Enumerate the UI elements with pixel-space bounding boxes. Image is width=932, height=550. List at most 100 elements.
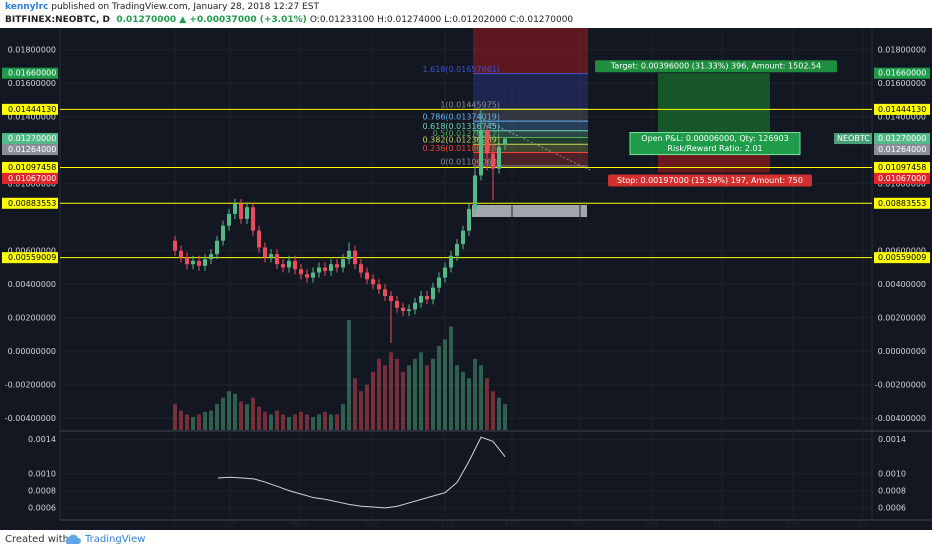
volume-bar	[185, 414, 189, 430]
volume-bar	[239, 401, 243, 430]
symbol-label: NEOBTC	[837, 134, 870, 143]
gray-rectangle	[472, 205, 587, 217]
candle-body	[335, 264, 339, 268]
volume-bar	[443, 339, 447, 430]
volume-bar	[377, 358, 381, 430]
candle-body	[293, 260, 297, 270]
x-tick-label: May	[714, 520, 731, 529]
volume-bar	[353, 378, 357, 430]
candle-body	[353, 250, 357, 265]
candle-body	[275, 254, 279, 265]
candle-body	[317, 267, 321, 273]
candle-body	[413, 302, 417, 310]
volume-bar	[497, 397, 501, 430]
candle-body	[185, 257, 189, 265]
footer: Created with TradingView	[0, 530, 932, 550]
candle-body	[431, 287, 435, 300]
y-tick-label: -0.00200000	[5, 380, 56, 389]
candle-body	[389, 296, 393, 302]
chart: 7 Oct Nov Dec 2018 Feb Mar Apr May Jun Jul 0.018000…	[0, 28, 932, 530]
indicator-tick-label: 0.0008	[878, 486, 906, 495]
volume-bar	[299, 411, 303, 430]
price-label-box	[2, 133, 58, 145]
candle-body	[497, 146, 501, 169]
fib-band	[473, 152, 588, 167]
candle-body	[245, 207, 249, 219]
price-label-box	[2, 103, 58, 115]
candle-body	[467, 208, 471, 231]
y-tick-label: -0.00400000	[5, 414, 56, 423]
price-label: 0.01270000	[8, 134, 56, 143]
volume-bar	[245, 404, 249, 430]
candle-body	[227, 213, 231, 226]
y-tick-label: 0.01800000	[878, 45, 926, 54]
x-tick-label: 7	[172, 520, 177, 529]
candle-body	[179, 250, 183, 258]
candle-body	[485, 130, 489, 154]
y-tick-label: 0.00400000	[8, 280, 56, 289]
volume-bar	[311, 417, 315, 430]
volume-bar	[209, 410, 213, 430]
x-tick-label: Jul	[857, 520, 868, 529]
volume-bar	[221, 397, 225, 430]
price-label-box	[874, 103, 930, 115]
volume-bar	[467, 378, 471, 430]
x-tick-label: Nov	[292, 520, 308, 529]
y-tick-label: 0.00200000	[8, 313, 56, 322]
indicator-tick-label: 0.0010	[28, 469, 56, 478]
volume-bar	[359, 391, 363, 430]
x-tick-label: Mar	[572, 520, 588, 529]
volume-bar	[269, 414, 273, 430]
brand[interactable]: TradingView	[85, 534, 146, 545]
x-tick-label: Feb	[505, 520, 519, 529]
candle-body	[437, 277, 441, 288]
candle-body	[365, 272, 369, 280]
candle-body	[491, 153, 495, 169]
volume-bar	[173, 404, 177, 430]
price-label-box	[2, 161, 58, 173]
candle-body	[449, 255, 453, 268]
symbol-line: BITFINEX:NEOBTC, D 0.01270000 ▲ +0.00037…	[5, 15, 573, 25]
indicator-tick-label: 0.0006	[28, 503, 56, 512]
price-label-box	[874, 197, 930, 209]
candle-body	[443, 267, 447, 278]
fib-band	[473, 109, 588, 122]
volume-bar	[287, 417, 291, 430]
volume-bar	[257, 406, 261, 430]
volume-bar	[455, 365, 459, 430]
indicator-tick-label: 0.0010	[878, 469, 906, 478]
price-label: 0.01444130	[8, 105, 56, 114]
price-label-box	[874, 161, 930, 173]
price-label-box	[874, 144, 930, 156]
candle-body	[347, 250, 351, 260]
fib-label: 0.786(0.01374019)	[423, 113, 501, 122]
indicator-tick-label: 0.0014	[28, 435, 56, 444]
x-tick-label: Oct	[223, 520, 237, 529]
fib-label: 0(0.01106060)	[440, 158, 500, 167]
price-label-box	[874, 67, 930, 79]
candle-body	[341, 259, 345, 268]
candle-body	[203, 259, 207, 266]
price-label-box	[2, 172, 58, 184]
price-label: 0.01097458	[878, 163, 926, 172]
candle-body	[281, 264, 285, 268]
price-label: 0.00883553	[8, 199, 56, 208]
fib-label: 0.618(0.01316745)	[423, 122, 501, 131]
volume-bar	[491, 391, 495, 430]
y-tick-label: 0.01400000	[878, 112, 926, 121]
volume-bar	[449, 326, 453, 430]
price-label-box	[874, 252, 930, 264]
author[interactable]: kennylrc	[5, 2, 49, 12]
change: ▲ +0.00037000 (+3.01%)	[179, 15, 307, 25]
candle-body	[221, 225, 225, 241]
candle-body	[401, 307, 405, 312]
x-tick-label: Apr	[645, 520, 660, 529]
candle-body	[383, 289, 387, 296]
volume-bar	[263, 411, 267, 430]
price-label: 0.01067000	[8, 174, 56, 183]
fib-label: 0.382(0.01236289)	[423, 136, 501, 145]
volume-bar	[503, 404, 507, 430]
volume-bar	[413, 358, 417, 430]
candle-body	[473, 175, 477, 209]
volume-bar	[383, 365, 387, 430]
